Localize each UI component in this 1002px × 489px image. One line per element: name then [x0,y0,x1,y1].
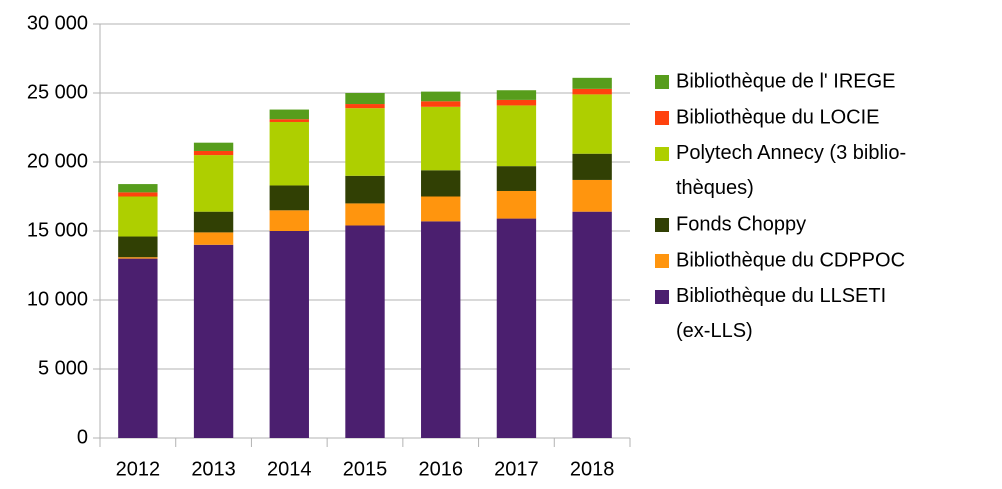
bar-segment [269,109,309,120]
bar-segment [269,121,309,186]
bar-segment [572,211,612,438]
bar-segment [572,88,612,95]
y-tick-label: 0 [77,426,88,448]
legend-swatch [655,111,669,125]
bar-segment [345,203,385,226]
bar-segment [421,221,461,438]
bar-segment [118,184,158,193]
bar-segment [421,196,461,222]
bar-segment [118,196,158,237]
y-tick-label: 20 000 [27,150,88,172]
y-tick-label: 25 000 [27,81,88,103]
x-tick-label: 2013 [191,458,236,480]
bar-segment [496,218,537,438]
legend-swatch [655,147,669,161]
bar-segment [421,106,461,171]
bar-segment [572,94,612,154]
bar-segment [345,93,385,105]
bar-segment [345,104,385,109]
bar-segment [269,185,309,211]
bar-segment [572,77,612,89]
legend-swatch [655,75,669,89]
legend-label: Bibliothèque du LOCIE [676,106,879,128]
legend-label: Bibliothèque de l' IREGE [676,70,896,92]
bar-segment [421,101,461,107]
bar-segment [193,232,234,245]
y-tick-label: 15 000 [27,219,88,241]
bar-segment [572,179,612,212]
bar-segment [421,91,461,102]
legend-label: Bibliothèque du LLSETI (ex-LLS) [676,285,886,342]
legend-label: Bibliothèque du CDPPOC [676,249,905,271]
bar-segment [118,258,158,438]
bar-segment [496,190,537,219]
bar-segment [118,236,158,258]
bar-segment [345,225,385,438]
bar-segment [496,105,537,167]
bar-segment [496,99,537,106]
bar-segment [345,108,385,176]
legend-swatch [655,290,669,304]
legend-swatch [655,218,669,232]
y-tick-label: 10 000 [27,288,88,310]
bar-segment [193,244,234,438]
bar-segment [193,142,234,151]
x-tick-label: 2016 [418,458,463,480]
bar-segment [118,192,158,197]
x-tick-label: 2014 [267,458,312,480]
x-tick-label: 2017 [494,458,539,480]
bar-segment [193,211,234,233]
legend-swatch [655,254,669,268]
y-tick-label: 30 000 [27,12,88,34]
bar-segment [269,210,309,231]
x-tick-label: 2012 [116,458,161,480]
bar-segment [118,257,158,259]
legend-label: Polytech Annecy (3 biblio-thèques) [676,142,906,199]
x-tick-label: 2018 [570,458,615,480]
bar-segment [496,166,537,191]
legend-label: Fonds Choppy [676,213,806,235]
bar-segment [193,150,234,156]
y-tick-label: 5 000 [38,357,88,379]
bar-segment [345,175,385,204]
bar-segment [193,155,234,212]
x-tick-label: 2015 [343,458,388,480]
bar-segment [269,231,309,438]
bar-segment [421,170,461,197]
bar-segment [496,90,537,100]
bar-segment [269,119,309,122]
bar-segment [572,153,612,180]
